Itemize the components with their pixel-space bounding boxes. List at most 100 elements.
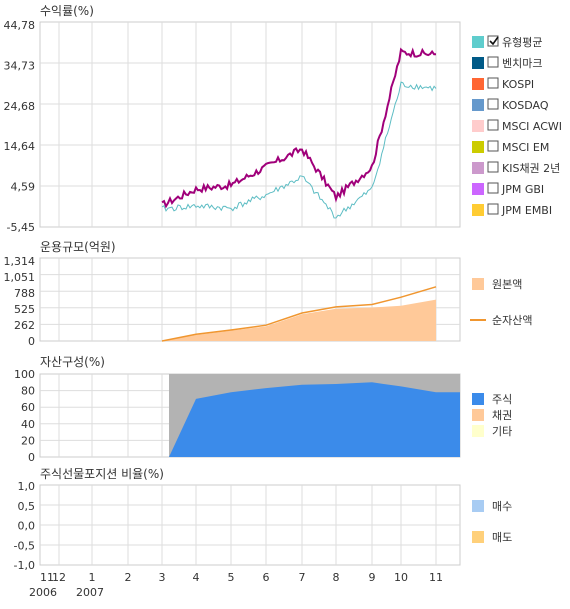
y-tick-label: 262 [14, 319, 35, 332]
aum-chart: 1,314 1,051 788 525 262 0 [4, 255, 461, 348]
legend-swatch [472, 78, 484, 90]
futures-grid [40, 485, 460, 565]
futures-chart: 1,0 0,5 0,0 -0,5 -1,0 [14, 480, 461, 572]
legend-checkbox[interactable] [487, 161, 499, 173]
legend-checkbox[interactable] [487, 119, 499, 131]
y-tick-label: 34,73 [4, 59, 36, 72]
legend-swatch [472, 425, 484, 437]
x-tick-label: 11 [40, 571, 54, 584]
legend-label: 벤치마크 [502, 57, 542, 70]
x-tick-label: 2 [125, 571, 132, 584]
legend-label: 채권 [492, 409, 512, 422]
legend-checkbox[interactable] [487, 140, 499, 152]
legend-checkbox[interactable] [487, 182, 499, 194]
legend-label: 매수 [492, 500, 512, 513]
legend-checkbox[interactable] [487, 98, 499, 110]
legend-checkbox[interactable] [487, 56, 499, 68]
return-plot-frame [39, 21, 461, 228]
y-tick-label: 1,0 [18, 480, 36, 493]
legend-checkbox[interactable] [487, 35, 499, 47]
legend-swatch [472, 120, 484, 132]
legend-label: JPM EMBI [501, 204, 552, 217]
y-tick-label: 0,0 [18, 520, 36, 533]
futures-yticks: 1,0 0,5 0,0 -0,5 -1,0 [14, 480, 35, 572]
legend-swatch [472, 57, 484, 69]
legend-label: JPM GBI [501, 183, 544, 196]
legend-swatch [472, 500, 484, 512]
x-axis-year-2006: 2006 [29, 586, 57, 599]
return-grid [40, 22, 460, 227]
x-tick-label: 11 [429, 571, 443, 584]
asset-yticks: 100 80 60 40 20 0 [14, 368, 35, 464]
y-tick-label: 60 [21, 401, 35, 414]
legend-label: 기타 [492, 425, 512, 438]
asset-chart: 100 80 60 40 20 0 [14, 368, 461, 464]
futures-chart-title: 주식선물포지션 비율(%) [40, 467, 164, 481]
y-tick-label: 0,5 [18, 500, 36, 513]
legend-checkbox[interactable] [487, 203, 499, 215]
y-tick-label: 1,051 [4, 271, 36, 284]
y-tick-label: 100 [14, 368, 35, 381]
legend-swatch [472, 409, 484, 421]
legend-label: 매도 [492, 531, 512, 544]
aum-yticks: 1,314 1,051 788 525 262 0 [4, 255, 36, 348]
y-tick-label: -1,0 [14, 559, 35, 572]
aum-chart-title: 운용규모(억원) [40, 240, 116, 254]
return-yticks: 44,78 34,73 24,68 14,64 4,59 -5,45 [4, 19, 36, 234]
y-tick-label: 80 [21, 385, 35, 398]
return-chart-title: 수익률(%) [40, 4, 94, 18]
legend-swatch [472, 278, 484, 290]
legend-label: 원본액 [492, 278, 522, 291]
legend-label: MSCI EM [502, 141, 549, 154]
x-tick-label: 1 [89, 571, 96, 584]
return-chart: 44,78 34,73 24,68 14,64 4,59 -5,45 [4, 19, 461, 234]
x-axis-year-2007: 2007 [76, 586, 104, 599]
y-tick-label: 20 [21, 434, 35, 447]
legend-swatch [472, 204, 484, 216]
legend-label: 주식 [492, 393, 512, 406]
net-asset-line [161, 286, 437, 342]
legend-label: KOSPI [502, 78, 534, 91]
legend-swatch [472, 36, 484, 48]
y-tick-label: 14,64 [4, 140, 36, 153]
x-tick-label: 7 [299, 571, 306, 584]
y-tick-label: 4,59 [11, 181, 36, 194]
legend-label: MSCI ACWI [502, 120, 562, 133]
x-tick-label: 10 [394, 571, 408, 584]
legend-label: KOSDAQ [502, 99, 549, 112]
legend-swatch [472, 99, 484, 111]
legend-label: 유형평균 [502, 36, 542, 49]
y-tick-label: 0 [28, 335, 35, 348]
x-tick-label: 8 [333, 571, 340, 584]
y-tick-label: 40 [21, 418, 35, 431]
stock-area [169, 382, 460, 457]
check-icon [489, 36, 499, 46]
legend-swatch [472, 141, 484, 153]
x-tick-label: 12 [52, 571, 66, 584]
x-tick-label: 3 [159, 571, 166, 584]
x-tick-label: 9 [369, 571, 376, 584]
fund-return-series-line [161, 47, 436, 209]
legend-swatch [472, 183, 484, 195]
y-tick-label: 525 [14, 303, 35, 316]
legend-swatch [472, 393, 484, 405]
principal-area [162, 299, 436, 341]
y-tick-label: 24,68 [4, 100, 36, 113]
legend-checkbox[interactable] [487, 77, 499, 89]
legend-swatch [472, 162, 484, 174]
y-tick-label: 0 [28, 451, 35, 464]
x-tick-label: 6 [263, 571, 270, 584]
y-tick-label: -5,45 [7, 221, 35, 234]
x-tick-label: 5 [228, 571, 235, 584]
y-tick-label: 44,78 [4, 19, 36, 32]
benchmark-series-line [161, 81, 437, 219]
legend-label: 순자산액 [492, 314, 532, 327]
asset-chart-title: 자산구성(%) [40, 355, 105, 369]
y-tick-label: -0,5 [14, 539, 35, 552]
